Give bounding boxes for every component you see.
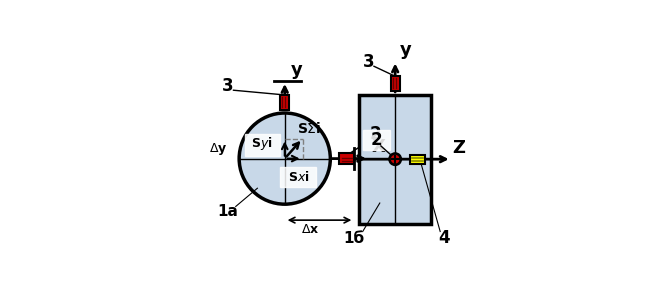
Text: y: y — [290, 61, 302, 79]
Text: 1б: 1б — [343, 231, 364, 246]
Text: y: y — [400, 41, 411, 59]
Bar — [245, 133, 280, 156]
Circle shape — [391, 155, 399, 163]
Text: $\Delta$x: $\Delta$x — [300, 223, 319, 236]
Circle shape — [389, 153, 401, 165]
Text: X: X — [371, 138, 385, 156]
Text: 3: 3 — [363, 53, 375, 71]
Text: 4: 4 — [438, 229, 450, 247]
Text: Z: Z — [453, 139, 466, 157]
Bar — [339, 153, 355, 164]
Bar — [363, 130, 389, 150]
Bar — [280, 167, 316, 187]
Circle shape — [239, 113, 330, 204]
Text: S$\mathit{x}$i: S$\mathit{x}$i — [288, 170, 309, 184]
Bar — [280, 95, 289, 110]
Text: S$\mathit{y}$i: S$\mathit{y}$i — [251, 135, 273, 152]
Text: 2: 2 — [371, 131, 382, 149]
Bar — [359, 95, 431, 223]
Text: 1a: 1a — [217, 204, 238, 218]
Bar — [410, 155, 425, 164]
Text: $\Delta$y: $\Delta$y — [209, 141, 227, 157]
Text: 2: 2 — [370, 125, 382, 143]
Bar — [391, 76, 399, 91]
Text: S$\Sigma$i: S$\Sigma$i — [297, 121, 322, 136]
Text: 3: 3 — [222, 77, 233, 95]
